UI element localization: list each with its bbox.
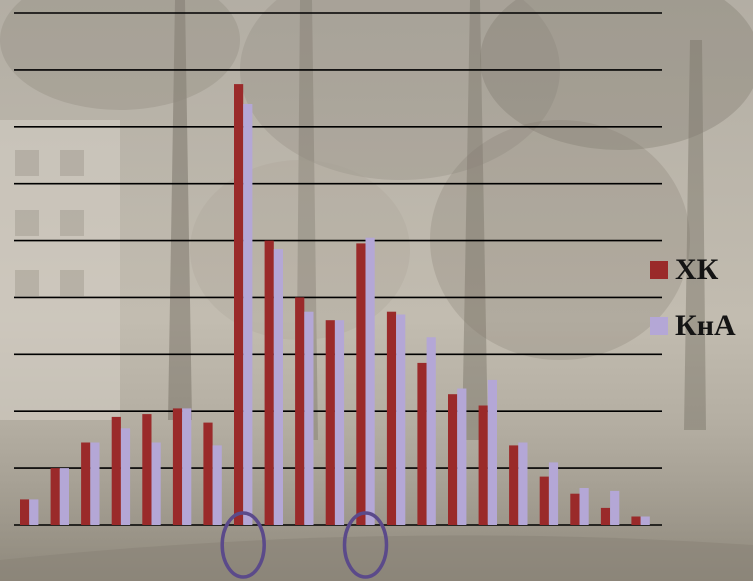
- bar-xk: [142, 414, 152, 525]
- legend-label-kna: КнА: [675, 309, 736, 342]
- bar-kna: [487, 379, 497, 525]
- bar-xk: [417, 362, 427, 525]
- legend-swatch-xk: [650, 261, 668, 279]
- bar-kna: [396, 314, 406, 525]
- bar-kna: [243, 104, 253, 525]
- legend-item-xk: ХК: [650, 252, 736, 288]
- bar-xk: [356, 243, 366, 525]
- bar-xk: [234, 84, 244, 525]
- bar-kna: [29, 499, 39, 525]
- bar-xk: [631, 516, 641, 525]
- bar-kna: [579, 488, 589, 525]
- bar-kna: [365, 237, 375, 525]
- bar-xk: [172, 408, 183, 525]
- legend: ХК КнА: [650, 252, 736, 364]
- bar-kna: [90, 442, 100, 525]
- bar-xk: [264, 240, 274, 525]
- bar-xk: [539, 476, 549, 525]
- bar-kna: [610, 490, 620, 525]
- legend-label-xk: ХК: [675, 253, 719, 286]
- bar-xk: [509, 445, 519, 525]
- bar-kna: [304, 311, 314, 525]
- bar-xk: [478, 405, 488, 525]
- bar-xk: [20, 499, 30, 525]
- bar-kna: [548, 462, 559, 525]
- bar-kna: [120, 428, 131, 525]
- bar-xk: [448, 394, 458, 525]
- bar-xk: [203, 422, 213, 525]
- bar-kna: [151, 442, 161, 525]
- bar-kna: [334, 320, 345, 525]
- bar-xk: [325, 320, 335, 525]
- bar-kna: [518, 442, 528, 525]
- bar-xk: [570, 493, 580, 525]
- bar-xk: [600, 507, 611, 525]
- bar-kna: [426, 337, 436, 525]
- legend-swatch-kna: [650, 317, 668, 335]
- bar-kna: [59, 468, 69, 525]
- bar-xk: [386, 311, 397, 525]
- bar-xk: [111, 416, 121, 525]
- bar-kna: [273, 249, 283, 525]
- bar-kna: [182, 408, 192, 525]
- bar-kna: [212, 445, 222, 525]
- bar-xk: [50, 468, 60, 525]
- legend-item-kna: КнА: [650, 308, 736, 344]
- bar-kna: [457, 388, 467, 525]
- bar-kna: [640, 516, 650, 525]
- highlight-circle: [220, 511, 266, 579]
- bar-xk: [295, 297, 305, 525]
- bar-xk: [81, 442, 91, 525]
- highlight-circle: [342, 511, 389, 579]
